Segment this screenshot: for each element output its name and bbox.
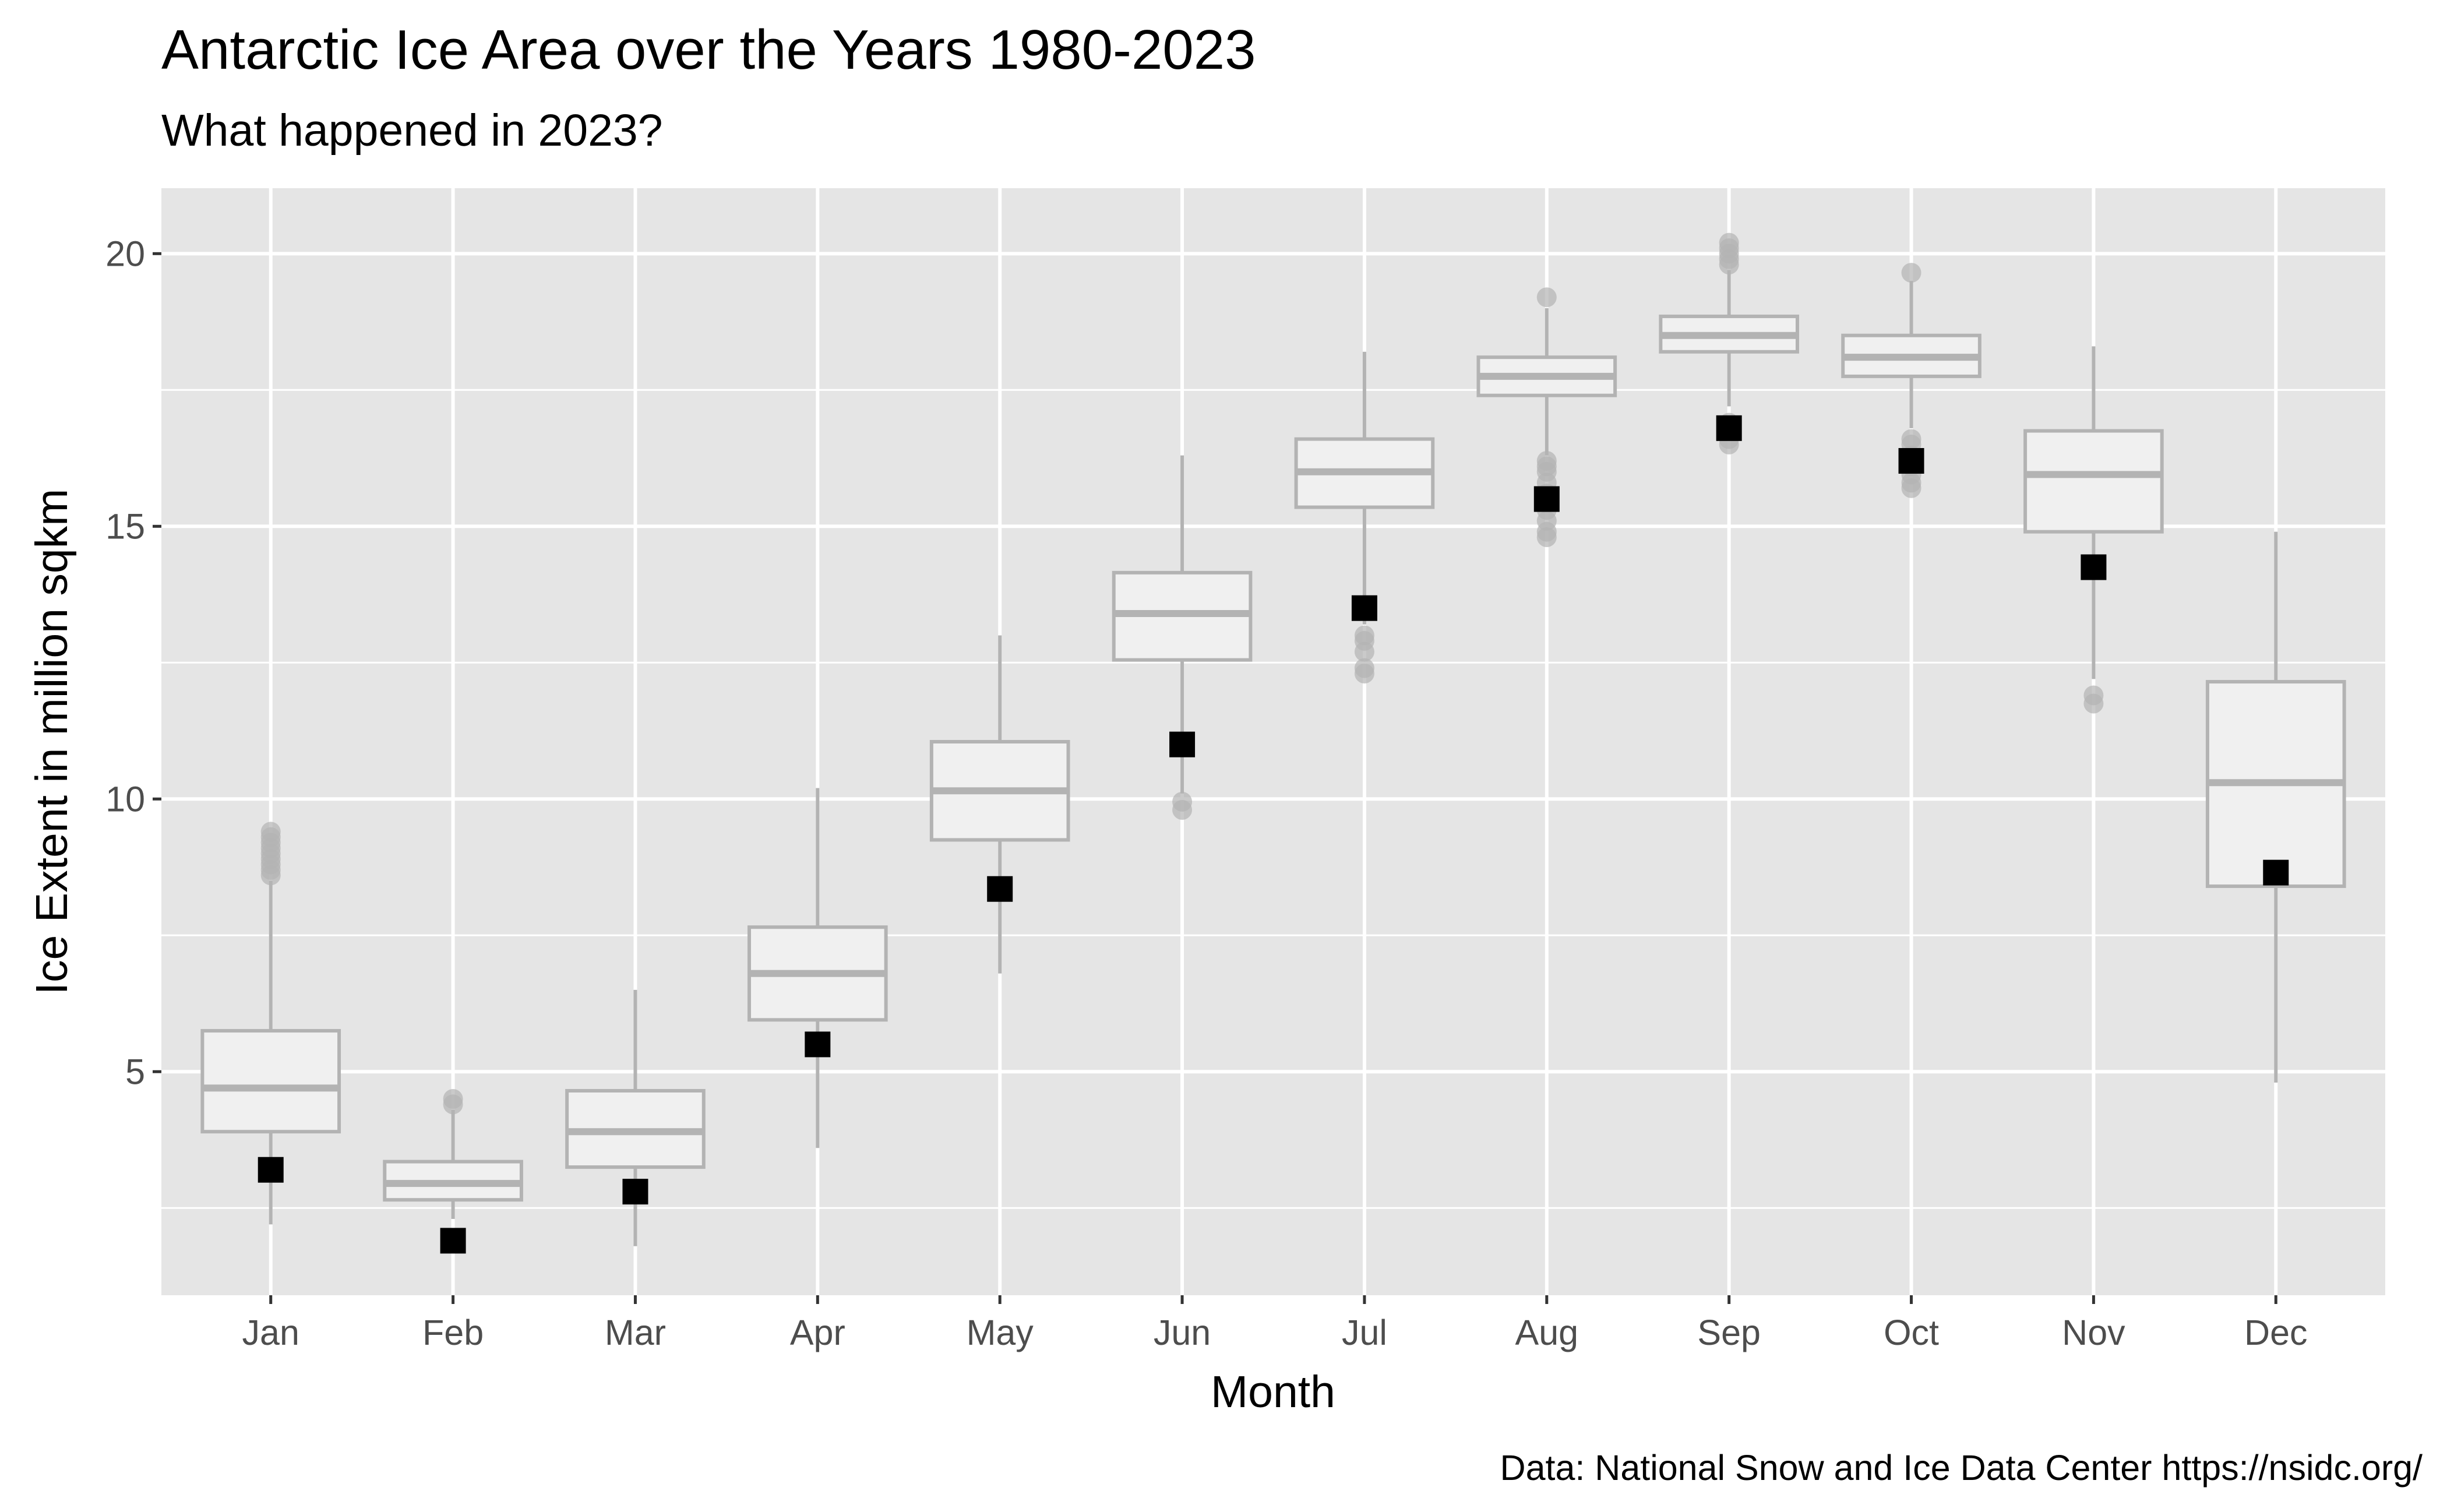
x-tick-label: Jul [1342,1313,1387,1352]
y-tick-label: 20 [105,234,145,273]
point-2023-dec [2263,859,2289,886]
outlier-point [1719,232,1739,253]
boxplot-jun [1112,455,1253,820]
x-tick-label: May [967,1313,1034,1352]
point-2023-nov [2081,554,2107,580]
point-2023-feb [440,1228,466,1254]
outlier-point [1354,658,1374,678]
points-2023 [258,415,2289,1254]
chart-subtitle: What happened in 2023? [161,105,663,156]
point-2023-oct [1898,447,1924,474]
x-tick-label: Oct [1884,1313,1939,1352]
outlier-point [1354,625,1374,646]
y-tick-label: 5 [125,1052,145,1091]
y-tick-label: 15 [105,506,145,546]
point-2023-mar [622,1179,648,1205]
outlier-point [1536,450,1557,471]
point-2023-sep [1716,415,1742,441]
outlier-point [1901,263,1921,283]
boxplot-aug [1476,287,1617,548]
x-tick-label: Jun [1154,1313,1211,1352]
x-tick-label: Mar [605,1313,666,1352]
point-2023-aug [1533,486,1560,512]
boxplot-apr [748,788,888,1148]
boxplot-may [929,635,1070,974]
boxplot-dec [2205,531,2346,1083]
outlier-point [1901,429,1921,449]
x-tick-label: Apr [790,1313,845,1352]
x-tick-label: Sep [1697,1313,1761,1352]
boxplot-feb [383,1089,523,1219]
box-iqr [2023,429,2164,534]
outlier-point [2083,685,2104,706]
point-2023-jul [1351,595,1377,621]
y-tick-label: 10 [105,779,145,819]
plot-panel [161,188,2385,1295]
point-2023-jun [1169,731,1196,757]
point-2023-may [987,876,1013,902]
x-tick-label: Aug [1515,1313,1579,1352]
boxplot-jan [200,822,341,1225]
chart-title: Antarctic Ice Area over the Years 1980-2… [161,19,1256,81]
boxplot-mar [565,989,706,1246]
x-tick-label: Feb [422,1313,484,1352]
outlier-point [1536,287,1557,308]
outlier-point [443,1089,463,1109]
x-tick-label: Nov [2062,1313,2125,1352]
point-2023-apr [805,1031,831,1058]
outlier-point [260,822,281,842]
axes: 5 10 15 20 Jan Feb Mar Apr May Jun Jul Aug Sep Oct Nov… [105,234,2307,1352]
y-axis-title: Ice Extent in million sqkm [27,489,77,995]
outlier-point [1172,791,1193,812]
chart-caption: Data: National Snow and Ice Data Center … [1500,1448,2423,1488]
box-iqr [200,1029,341,1134]
x-tick-label: Jan [242,1313,299,1352]
boxplot-nov [2023,346,2164,714]
x-tick-label: Dec [2244,1313,2307,1352]
point-2023-jan [258,1157,284,1183]
x-axis-title: Month [1211,1367,1335,1417]
